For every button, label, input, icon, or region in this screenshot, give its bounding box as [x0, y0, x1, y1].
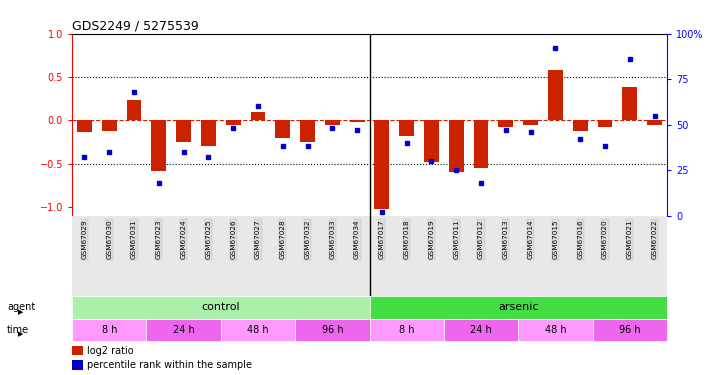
Text: 8 h: 8 h	[399, 325, 415, 335]
Bar	[548, 70, 563, 120]
Text: log2 ratio: log2 ratio	[87, 345, 133, 355]
Bar	[448, 120, 464, 172]
Text: GSM67033: GSM67033	[329, 220, 335, 259]
Text: 48 h: 48 h	[544, 325, 566, 335]
Bar	[474, 120, 489, 168]
Text: 8 h: 8 h	[102, 325, 117, 335]
Bar	[598, 120, 612, 127]
Text: ▶: ▶	[18, 331, 23, 337]
Bar	[72, 296, 370, 319]
Text: agent: agent	[7, 303, 35, 312]
Text: GSM67023: GSM67023	[156, 220, 162, 259]
Text: 96 h: 96 h	[619, 325, 640, 335]
Text: GDS2249 / 5275539: GDS2249 / 5275539	[72, 20, 199, 33]
Bar	[593, 319, 667, 341]
Text: GSM67019: GSM67019	[428, 220, 435, 259]
Text: GSM67034: GSM67034	[354, 220, 360, 259]
Bar	[369, 296, 667, 319]
Text: GSM67012: GSM67012	[478, 220, 484, 259]
Bar	[647, 120, 662, 124]
Text: GSM67026: GSM67026	[230, 220, 236, 259]
Text: GSM67032: GSM67032	[304, 220, 311, 259]
Text: percentile rank within the sample: percentile rank within the sample	[87, 360, 252, 370]
Text: GSM67011: GSM67011	[454, 220, 459, 259]
Bar	[201, 120, 216, 146]
Bar	[369, 319, 444, 341]
Text: 24 h: 24 h	[470, 325, 492, 335]
Text: GSM67013: GSM67013	[503, 220, 509, 259]
Bar	[325, 120, 340, 124]
Bar	[72, 346, 83, 355]
Text: GSM67016: GSM67016	[578, 220, 583, 259]
Text: ▶: ▶	[18, 309, 23, 315]
Bar	[350, 120, 365, 122]
Text: GSM67028: GSM67028	[280, 220, 286, 259]
Text: GSM67014: GSM67014	[528, 220, 534, 259]
Text: GSM67031: GSM67031	[131, 220, 137, 259]
Text: 24 h: 24 h	[173, 325, 195, 335]
Bar	[275, 120, 291, 138]
Bar	[300, 120, 315, 142]
Text: GSM67030: GSM67030	[106, 220, 112, 259]
Bar	[295, 319, 370, 341]
Bar	[72, 360, 83, 370]
Bar	[572, 120, 588, 131]
Text: GSM67018: GSM67018	[404, 220, 410, 259]
Bar	[102, 120, 117, 131]
Bar	[221, 319, 295, 341]
Bar	[77, 120, 92, 132]
Text: GSM67020: GSM67020	[602, 220, 608, 259]
Text: GSM67015: GSM67015	[552, 220, 558, 259]
Text: 48 h: 48 h	[247, 325, 269, 335]
Bar	[622, 87, 637, 120]
Bar	[444, 319, 518, 341]
Text: GSM67027: GSM67027	[255, 220, 261, 259]
Bar	[151, 120, 167, 171]
Bar	[523, 120, 538, 124]
Bar	[146, 319, 221, 341]
Text: GSM67025: GSM67025	[205, 220, 211, 259]
Text: GSM67017: GSM67017	[379, 220, 385, 259]
Bar	[498, 120, 513, 127]
Bar	[374, 120, 389, 208]
Text: 96 h: 96 h	[322, 325, 343, 335]
Text: control: control	[201, 303, 240, 312]
Text: time: time	[7, 325, 30, 335]
Text: GSM67029: GSM67029	[81, 220, 87, 259]
Bar	[251, 112, 265, 120]
Bar	[399, 120, 414, 136]
Bar	[127, 100, 141, 120]
Bar	[226, 120, 241, 124]
Bar	[72, 319, 146, 341]
Bar	[518, 319, 593, 341]
Bar	[424, 120, 439, 162]
Bar	[176, 120, 191, 142]
Text: arsenic: arsenic	[498, 303, 539, 312]
Text: GSM67022: GSM67022	[652, 220, 658, 259]
Text: GSM67024: GSM67024	[181, 220, 187, 259]
Text: GSM67021: GSM67021	[627, 220, 633, 259]
